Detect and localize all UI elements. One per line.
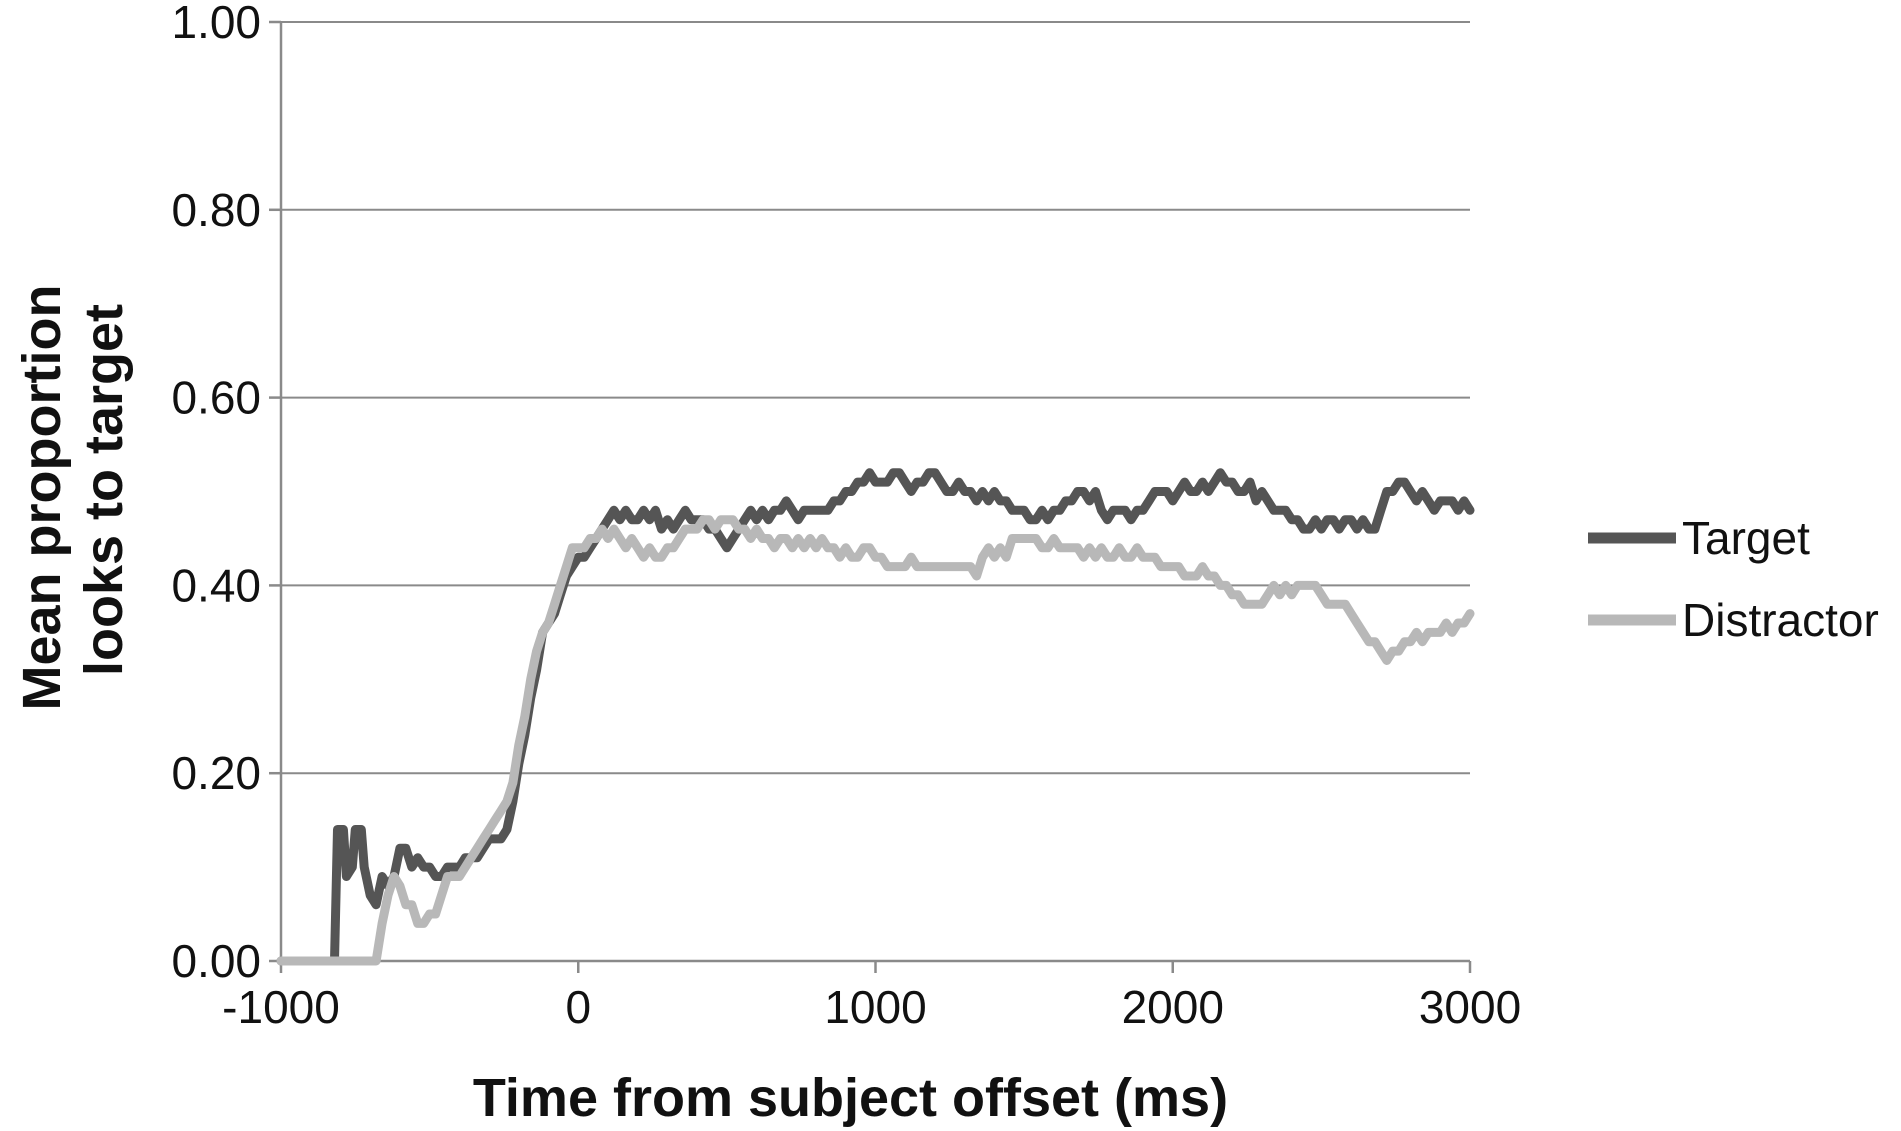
tick-labels: 0.00 0.20 0.40 0.60 0.80 1.00 -1000 0 1000 2000 30… bbox=[171, 0, 1521, 1033]
x-tick-label-3: 2000 bbox=[1122, 981, 1224, 1033]
axes bbox=[269, 20, 1472, 973]
series-line-target bbox=[276, 468, 1475, 966]
x-axis-title: Time from subject offset (ms) bbox=[473, 1068, 1228, 1128]
y-tick-label-5: 1.00 bbox=[171, 0, 261, 48]
y-tick-label-2: 0.40 bbox=[171, 559, 261, 611]
y-tick-label-1: 0.20 bbox=[171, 747, 261, 799]
x-tick-label-1: 0 bbox=[565, 981, 591, 1033]
y-axis-title: Mean proportion looks to target bbox=[12, 270, 134, 711]
legend-label-target: Target bbox=[1682, 512, 1810, 564]
series-lines bbox=[276, 468, 1475, 966]
y-tick-label-4: 0.80 bbox=[171, 184, 261, 236]
x-tick-label-0: -1000 bbox=[222, 981, 340, 1033]
y-axis-title-line-2: looks to target bbox=[74, 304, 134, 676]
axis-titles: Time from subject offset (ms) Mean propo… bbox=[12, 270, 1228, 1128]
series-line-distractor bbox=[276, 515, 1475, 966]
y-tick-label-3: 0.60 bbox=[171, 372, 261, 424]
x-tick-label-4: 3000 bbox=[1419, 981, 1521, 1033]
gridlines bbox=[281, 21, 1470, 775]
x-tick-label-2: 1000 bbox=[824, 981, 926, 1033]
legend: Target Distractor bbox=[1588, 512, 1879, 646]
y-axis-title-line-1: Mean proportion bbox=[12, 285, 72, 711]
y-tick-label-0: 0.00 bbox=[171, 935, 261, 987]
legend-label-distractor: Distractor bbox=[1682, 594, 1879, 646]
